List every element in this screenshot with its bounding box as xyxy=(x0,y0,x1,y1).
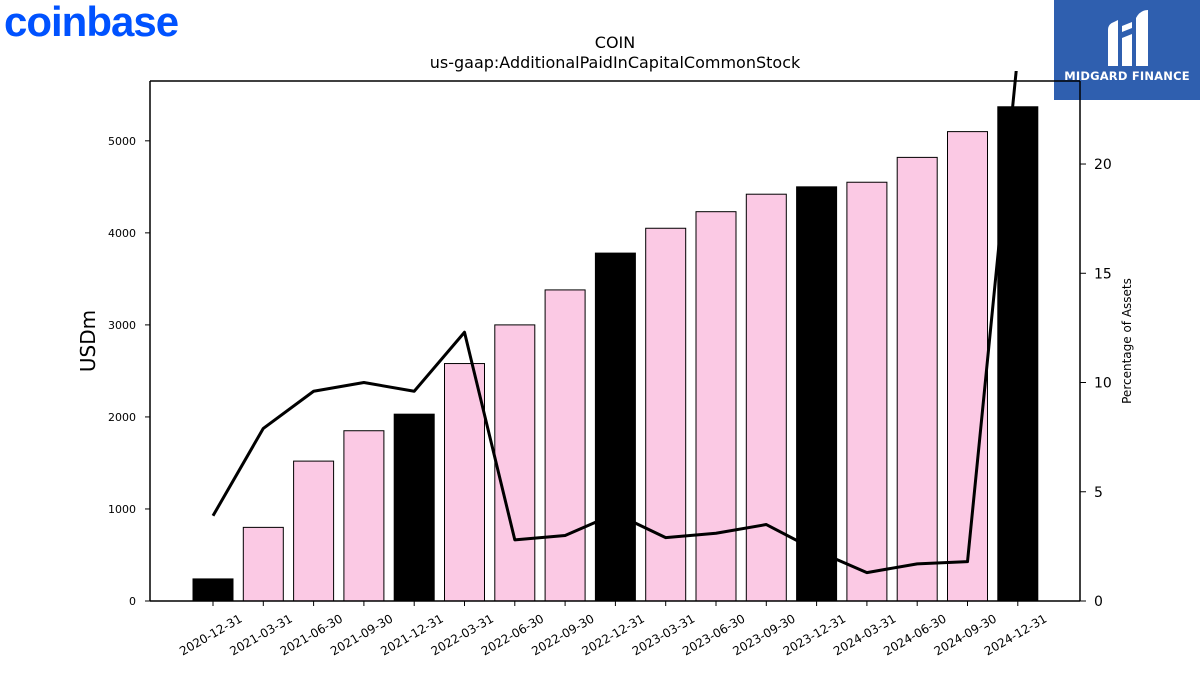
chart-title: COIN xyxy=(595,33,635,52)
bar-2023-09-30 xyxy=(745,193,787,602)
line-group xyxy=(211,71,1018,575)
y2-tick-label: 15 xyxy=(1094,266,1112,282)
bar-2022-06-30 xyxy=(494,324,536,602)
bar-2024-03-31 xyxy=(846,181,888,602)
bar-2022-12-31 xyxy=(594,252,636,602)
y2-tick-label: 10 xyxy=(1094,376,1112,392)
y-tick-label: 3000 xyxy=(108,319,136,332)
bar-2021-09-30 xyxy=(343,430,385,602)
bar-2023-12-31 xyxy=(796,186,838,602)
bar-2022-09-30 xyxy=(544,289,586,602)
bar-2021-03-31 xyxy=(242,526,284,602)
pct-assets-line xyxy=(211,71,1018,575)
midgard-emblem-icon xyxy=(1108,10,1148,66)
bars-group xyxy=(192,106,1039,602)
bar-2023-03-31 xyxy=(645,227,687,602)
y-tick-label: 1000 xyxy=(108,503,136,516)
y2-tick-label: 20 xyxy=(1094,157,1112,173)
y-tick-label: 4000 xyxy=(108,227,136,240)
y-tick-label: 5000 xyxy=(108,135,136,148)
coinbase-logo: coinbase xyxy=(4,0,179,45)
y-tick-label: 2000 xyxy=(108,411,136,424)
bar-2022-03-31 xyxy=(444,363,485,602)
bar-2020-12-31 xyxy=(192,578,234,602)
bar-2024-09-30 xyxy=(947,131,988,602)
y-tick-label: 0 xyxy=(129,595,136,608)
bar-2024-06-30 xyxy=(896,156,938,602)
y2-tick-label: 0 xyxy=(1094,594,1103,610)
bar-2021-06-30 xyxy=(293,460,335,602)
y2-tick-label: 5 xyxy=(1094,485,1103,501)
y2-axis-label: Percentage of Assets xyxy=(1120,278,1134,404)
y-axis-label: USDm xyxy=(76,310,100,372)
chart-subtitle: us-gaap:AdditionalPaidInCapitalCommonSto… xyxy=(430,53,801,72)
midgard-finance-logo: MIDGARD FINANCE xyxy=(1054,0,1200,100)
publisher-name: MIDGARD FINANCE xyxy=(1064,69,1190,83)
bar-2021-12-31 xyxy=(393,413,435,602)
bar-2023-06-30 xyxy=(695,211,737,602)
